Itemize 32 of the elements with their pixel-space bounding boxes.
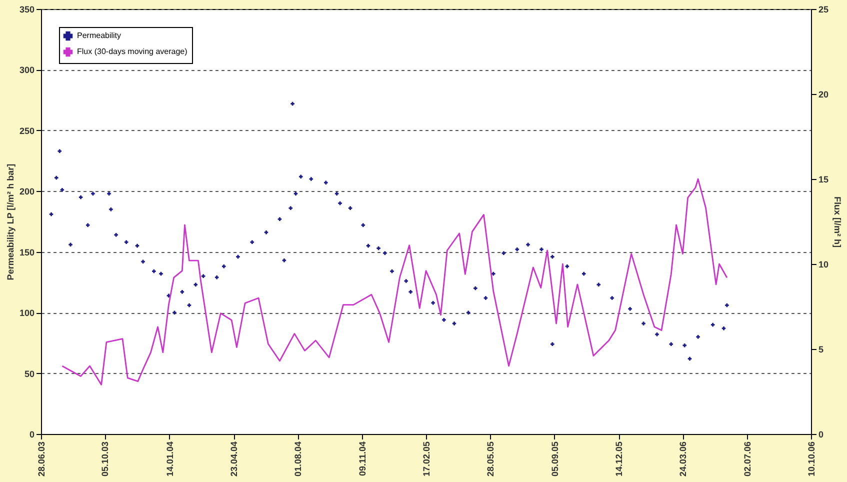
y2-tick-label: 10 bbox=[818, 260, 829, 270]
x-tick-label: 28.05.05 bbox=[486, 442, 496, 477]
y-tick-label: 50 bbox=[24, 368, 34, 379]
y2-tick-label: 5 bbox=[818, 344, 824, 354]
y-tick-label: 250 bbox=[19, 126, 34, 136]
x-tick-label: 10.10.06 bbox=[806, 442, 816, 477]
x-tick-label: 05.09.05 bbox=[550, 442, 560, 477]
y-tick-label: 0 bbox=[29, 430, 34, 440]
x-tick-label: 14.01.04 bbox=[164, 442, 175, 477]
y-tick-label: 350 bbox=[19, 4, 34, 14]
legend-label: Permeability bbox=[77, 31, 122, 40]
y-tick-label: 100 bbox=[19, 308, 34, 318]
y2-tick-label: 15 bbox=[818, 174, 829, 184]
y2-tick-label: 0 bbox=[818, 430, 824, 440]
x-tick-label: 14.12.05 bbox=[614, 442, 624, 477]
y-axis-title: Permeability LP [l/m² h bar] bbox=[5, 164, 16, 280]
y-tick-label: 300 bbox=[19, 65, 34, 76]
y-tick-label: 200 bbox=[19, 186, 34, 197]
x-tick-label: 17.02.05 bbox=[422, 442, 432, 477]
y2-tick-label: 20 bbox=[818, 90, 829, 100]
x-tick-label: 28.06.03 bbox=[36, 442, 46, 477]
x-tick-label: 01.08.04 bbox=[293, 442, 304, 477]
x-tick-label: 05.10.03 bbox=[100, 442, 110, 477]
x-tick-label: 09.11.04 bbox=[357, 442, 368, 476]
x-tick-label: 02.07.06 bbox=[742, 442, 752, 477]
x-tick-label: 23.04.04 bbox=[229, 442, 239, 477]
x-tick-label: 24.03.06 bbox=[678, 442, 688, 477]
line-series bbox=[61, 178, 728, 386]
y-tick-label: 150 bbox=[19, 247, 34, 258]
y2-axis-title: Flux [l/m² h] bbox=[832, 196, 843, 248]
legend-label: Flux (30-days moving average) bbox=[77, 47, 188, 56]
y2-tick-label: 25 bbox=[818, 4, 829, 14]
